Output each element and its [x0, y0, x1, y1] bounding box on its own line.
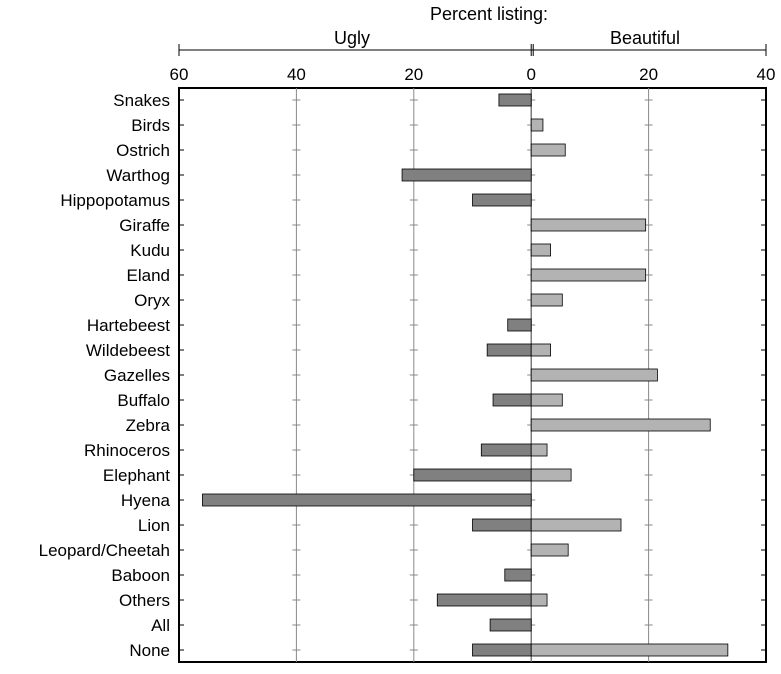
tick-label: 40: [287, 65, 306, 84]
category-label: None: [129, 641, 170, 660]
tick-label: 20: [639, 65, 658, 84]
category-label: Lion: [138, 516, 170, 535]
category-label: Buffalo: [117, 391, 170, 410]
bar-ugly-rhinoceros: [480, 443, 532, 457]
category-label: Elephant: [103, 466, 170, 485]
header-axis-lines: [178, 44, 767, 56]
category-label: Giraffe: [119, 216, 170, 235]
bar-beautiful-rhinoceros: [530, 443, 548, 457]
category-label: Oryx: [134, 291, 170, 310]
tick-label: 0: [526, 65, 535, 84]
bar-ugly-buffalo: [492, 393, 532, 407]
bar-beautiful-kudu: [530, 243, 551, 257]
bar-ugly-hartebeest: [507, 318, 532, 332]
bar-ugly-snakes: [498, 93, 532, 107]
bar-ugly-hippopotamus: [472, 193, 532, 207]
bar-beautiful-leopard-cheetah: [530, 543, 569, 557]
category-label: Warthog: [106, 166, 170, 185]
ugly-axis-label: Ugly: [334, 28, 370, 48]
tick-label: 60: [170, 65, 189, 84]
tick-label: 20: [404, 65, 423, 84]
category-label: All: [151, 616, 170, 635]
category-label: Eland: [127, 266, 170, 285]
category-label: Baboon: [111, 566, 170, 585]
bar-beautiful-giraffe: [530, 218, 647, 232]
bar-beautiful-lion: [530, 518, 622, 532]
category-label: Ostrich: [116, 141, 170, 160]
bar-ugly-hyena: [202, 493, 532, 507]
bar-beautiful-oryx: [530, 293, 563, 307]
beautiful-axis-label: Beautiful: [610, 28, 680, 48]
tick-labels: 60 40 20 0 20 40: [170, 65, 776, 84]
category-label: Kudu: [130, 241, 170, 260]
category-label: Wildebeest: [86, 341, 170, 360]
category-label: Hartebeest: [87, 316, 170, 335]
category-label: Others: [119, 591, 170, 610]
bar-beautiful-eland: [530, 268, 647, 282]
bar-beautiful-zebra: [530, 418, 711, 432]
tick-label: 40: [757, 65, 776, 84]
bars: [202, 93, 729, 657]
category-label: Birds: [131, 116, 170, 135]
chart-title: Percent listing:: [430, 4, 548, 24]
category-label: Zebra: [126, 416, 171, 435]
bar-ugly-baboon: [504, 568, 532, 582]
category-label: Hyena: [121, 491, 171, 510]
bar-beautiful-ostrich: [530, 143, 566, 157]
bar-ugly-none: [472, 643, 532, 657]
bar-ugly-others: [436, 593, 532, 607]
bar-ugly-all: [489, 618, 532, 632]
bar-beautiful-elephant: [530, 468, 572, 482]
category-label: Gazelles: [104, 366, 170, 385]
category-label: Rhinoceros: [84, 441, 170, 460]
category-label: Snakes: [113, 91, 170, 110]
category-label: Leopard/Cheetah: [39, 541, 170, 560]
bar-beautiful-birds: [530, 118, 544, 132]
bar-ugly-wildebeest: [486, 343, 532, 357]
bar-beautiful-others: [530, 593, 548, 607]
bar-ugly-elephant: [413, 468, 532, 482]
bar-beautiful-gazelles: [530, 368, 658, 382]
bar-beautiful-none: [530, 643, 729, 657]
bar-ugly-warthog: [401, 168, 532, 182]
bar-beautiful-wildebeest: [530, 343, 551, 357]
bar-beautiful-buffalo: [530, 393, 563, 407]
category-labels: Snakes Birds Ostrich Warthog Hippopotamus Gir…: [39, 91, 171, 660]
bar-ugly-lion: [472, 518, 532, 532]
category-label: Hippopotamus: [60, 191, 170, 210]
